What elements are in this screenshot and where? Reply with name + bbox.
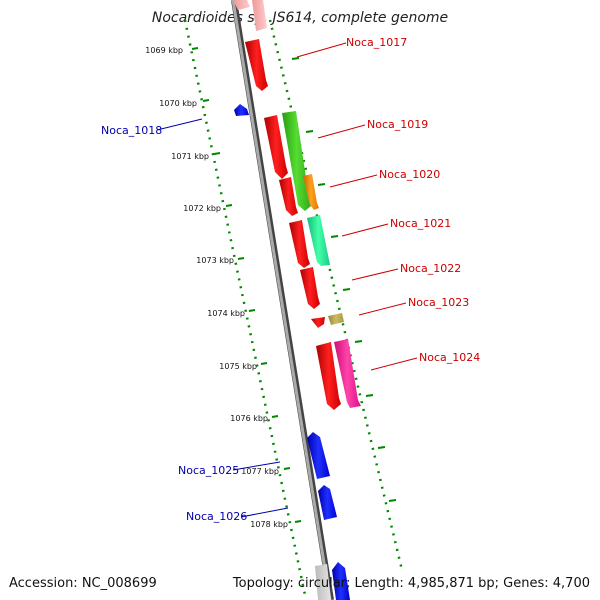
reverse-gene-labels: Noca_1018 Noca_1025 Noca_1026 <box>101 124 247 523</box>
gene-arrow-noca-1024[interactable] <box>334 339 361 408</box>
leader-line <box>240 507 289 518</box>
tick-mark <box>237 257 245 260</box>
tick-mark <box>317 183 326 186</box>
gene-arrow-noca-1017[interactable] <box>245 39 268 91</box>
tick-labels: 1069 kbp 1070 kbp 1071 kbp 1072 kbp 1073… <box>145 46 288 529</box>
gene-arrow-noca-1021[interactable] <box>307 215 330 266</box>
tick-mark <box>342 288 351 291</box>
tick-label: 1071 kbp <box>171 152 209 161</box>
forward-gene-labels: Noca_1017 Noca_1019 Noca_1020 Noca_1021 … <box>346 36 480 364</box>
outer-dotted-track <box>268 19 404 571</box>
gene-arrow[interactable] <box>332 562 350 600</box>
accession-text: Accession: NC_008699 <box>9 576 157 591</box>
gene-arrow-noca-1023[interactable] <box>328 313 344 325</box>
map-title: Nocardioides sp. JS614, complete genome <box>152 10 448 26</box>
tick-label: 1075 kbp <box>219 362 257 371</box>
gene-label-noca-1018[interactable]: Noca_1018 <box>101 124 162 137</box>
gene-label-noca-1023[interactable]: Noca_1023 <box>408 296 469 309</box>
tick-mark <box>202 99 210 102</box>
leader-line <box>156 118 203 131</box>
gene-arrow-noca-1025[interactable] <box>307 432 330 479</box>
tick-mark <box>330 235 339 238</box>
tick-label: 1072 kbp <box>183 204 221 213</box>
leader-line <box>317 124 366 139</box>
genome-backbone <box>231 0 332 600</box>
leader-line <box>329 174 378 188</box>
gene-label-noca-1024[interactable]: Noca_1024 <box>419 351 480 364</box>
tick-label: 1073 kbp <box>196 256 234 265</box>
tick-label: 1076 kbp <box>230 414 268 423</box>
tick-mark <box>291 57 300 60</box>
gene-arrow-faded <box>252 0 267 31</box>
tick-mark <box>377 446 386 449</box>
tick-mark <box>213 152 221 155</box>
tick-mark <box>225 204 233 207</box>
tick-label: 1074 kbp <box>207 309 245 318</box>
gene-label-noca-1025[interactable]: Noca_1025 <box>178 464 239 477</box>
gene-arrow-noca-1019[interactable] <box>282 111 311 211</box>
leader-line <box>358 302 407 316</box>
gene-arrow-noca-1026[interactable] <box>318 485 337 520</box>
tick-mark <box>305 130 314 133</box>
tick-mark <box>260 362 268 365</box>
tick-label: 1069 kbp <box>145 46 183 55</box>
gene-label-noca-1020[interactable]: Noca_1020 <box>379 168 440 181</box>
tick-mark <box>294 520 302 523</box>
forward-leader-lines <box>296 42 418 371</box>
tick-label: 1077 kbp <box>241 467 279 476</box>
gene-label-noca-1022[interactable]: Noca_1022 <box>400 262 461 275</box>
leader-line <box>370 357 418 371</box>
gene-arrow-faded <box>233 0 250 10</box>
gene-label-noca-1021[interactable]: Noca_1021 <box>390 217 451 230</box>
gene-arrow[interactable] <box>289 220 310 268</box>
tick-label: 1078 kbp <box>250 520 288 529</box>
gene-arrow-noca-1022[interactable] <box>300 267 320 309</box>
gene-arrow[interactable] <box>311 317 325 328</box>
tick-mark <box>388 499 397 502</box>
gene-arrow-noca-1018[interactable] <box>234 104 249 116</box>
outer-ticks <box>291 57 397 502</box>
leader-line <box>341 223 389 237</box>
topology-text: Topology: circular; Length: 4,985,871 bp… <box>232 576 590 591</box>
tick-mark <box>248 309 256 312</box>
gene-arrow[interactable] <box>264 115 288 179</box>
gene-arrow[interactable] <box>316 342 341 410</box>
gene-arrow-faded <box>315 564 331 600</box>
tick-mark <box>191 47 199 50</box>
tick-mark <box>365 394 374 397</box>
leader-line <box>232 461 281 471</box>
gene-label-noca-1026[interactable]: Noca_1026 <box>186 510 247 523</box>
gene-label-noca-1019[interactable]: Noca_1019 <box>367 118 428 131</box>
gene-label-noca-1017[interactable]: Noca_1017 <box>346 36 407 49</box>
gene-arrow-noca-1020[interactable] <box>303 174 319 210</box>
tick-mark <box>354 340 363 343</box>
inner-dotted-track <box>183 19 307 596</box>
inner-ticks <box>191 47 302 523</box>
reverse-leader-lines <box>156 118 289 518</box>
tick-mark <box>283 467 291 470</box>
leader-line <box>296 42 347 58</box>
gene-arrow[interactable] <box>279 177 298 216</box>
leader-line <box>351 268 399 281</box>
tick-label: 1070 kbp <box>159 99 197 108</box>
tick-mark <box>271 415 279 418</box>
